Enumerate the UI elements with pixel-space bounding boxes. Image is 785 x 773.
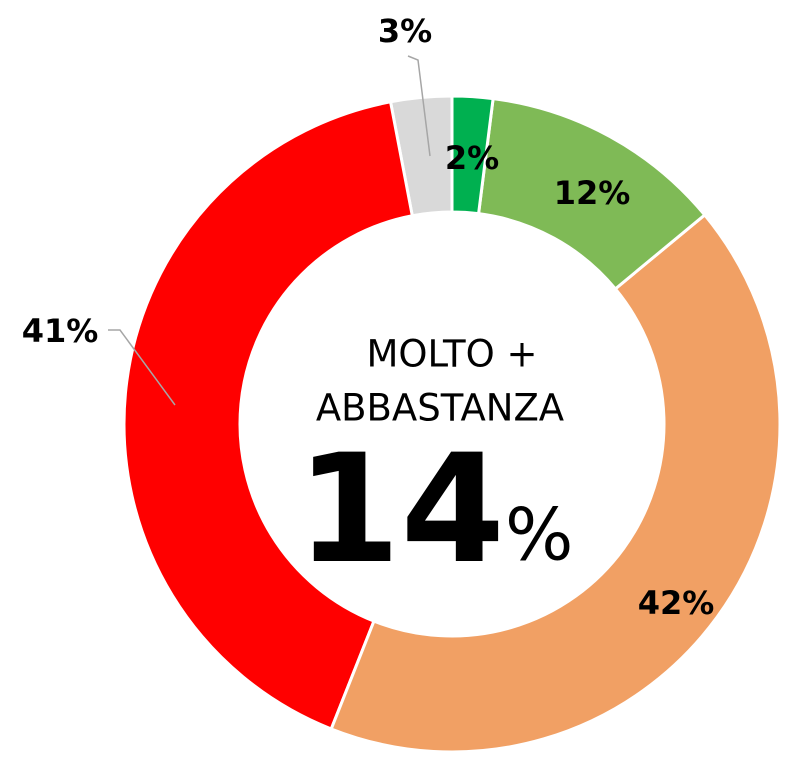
leader-line bbox=[108, 329, 176, 406]
donut-slice bbox=[476, 96, 707, 291]
data-label: 12% bbox=[554, 174, 631, 212]
data-label: 42% bbox=[638, 584, 715, 622]
donut-slice bbox=[122, 100, 415, 731]
center-value: 14 bbox=[296, 423, 505, 597]
center-text: ABBASTANZA bbox=[316, 387, 564, 430]
data-label: 41% bbox=[22, 312, 99, 350]
donut-slice bbox=[450, 94, 495, 216]
data-label: 2% bbox=[445, 139, 499, 177]
center-text: MOLTO + bbox=[366, 333, 537, 376]
center-unit: % bbox=[505, 493, 573, 577]
leader-line bbox=[407, 55, 431, 157]
data-label: 3% bbox=[378, 12, 432, 50]
donut-slice bbox=[329, 212, 782, 754]
